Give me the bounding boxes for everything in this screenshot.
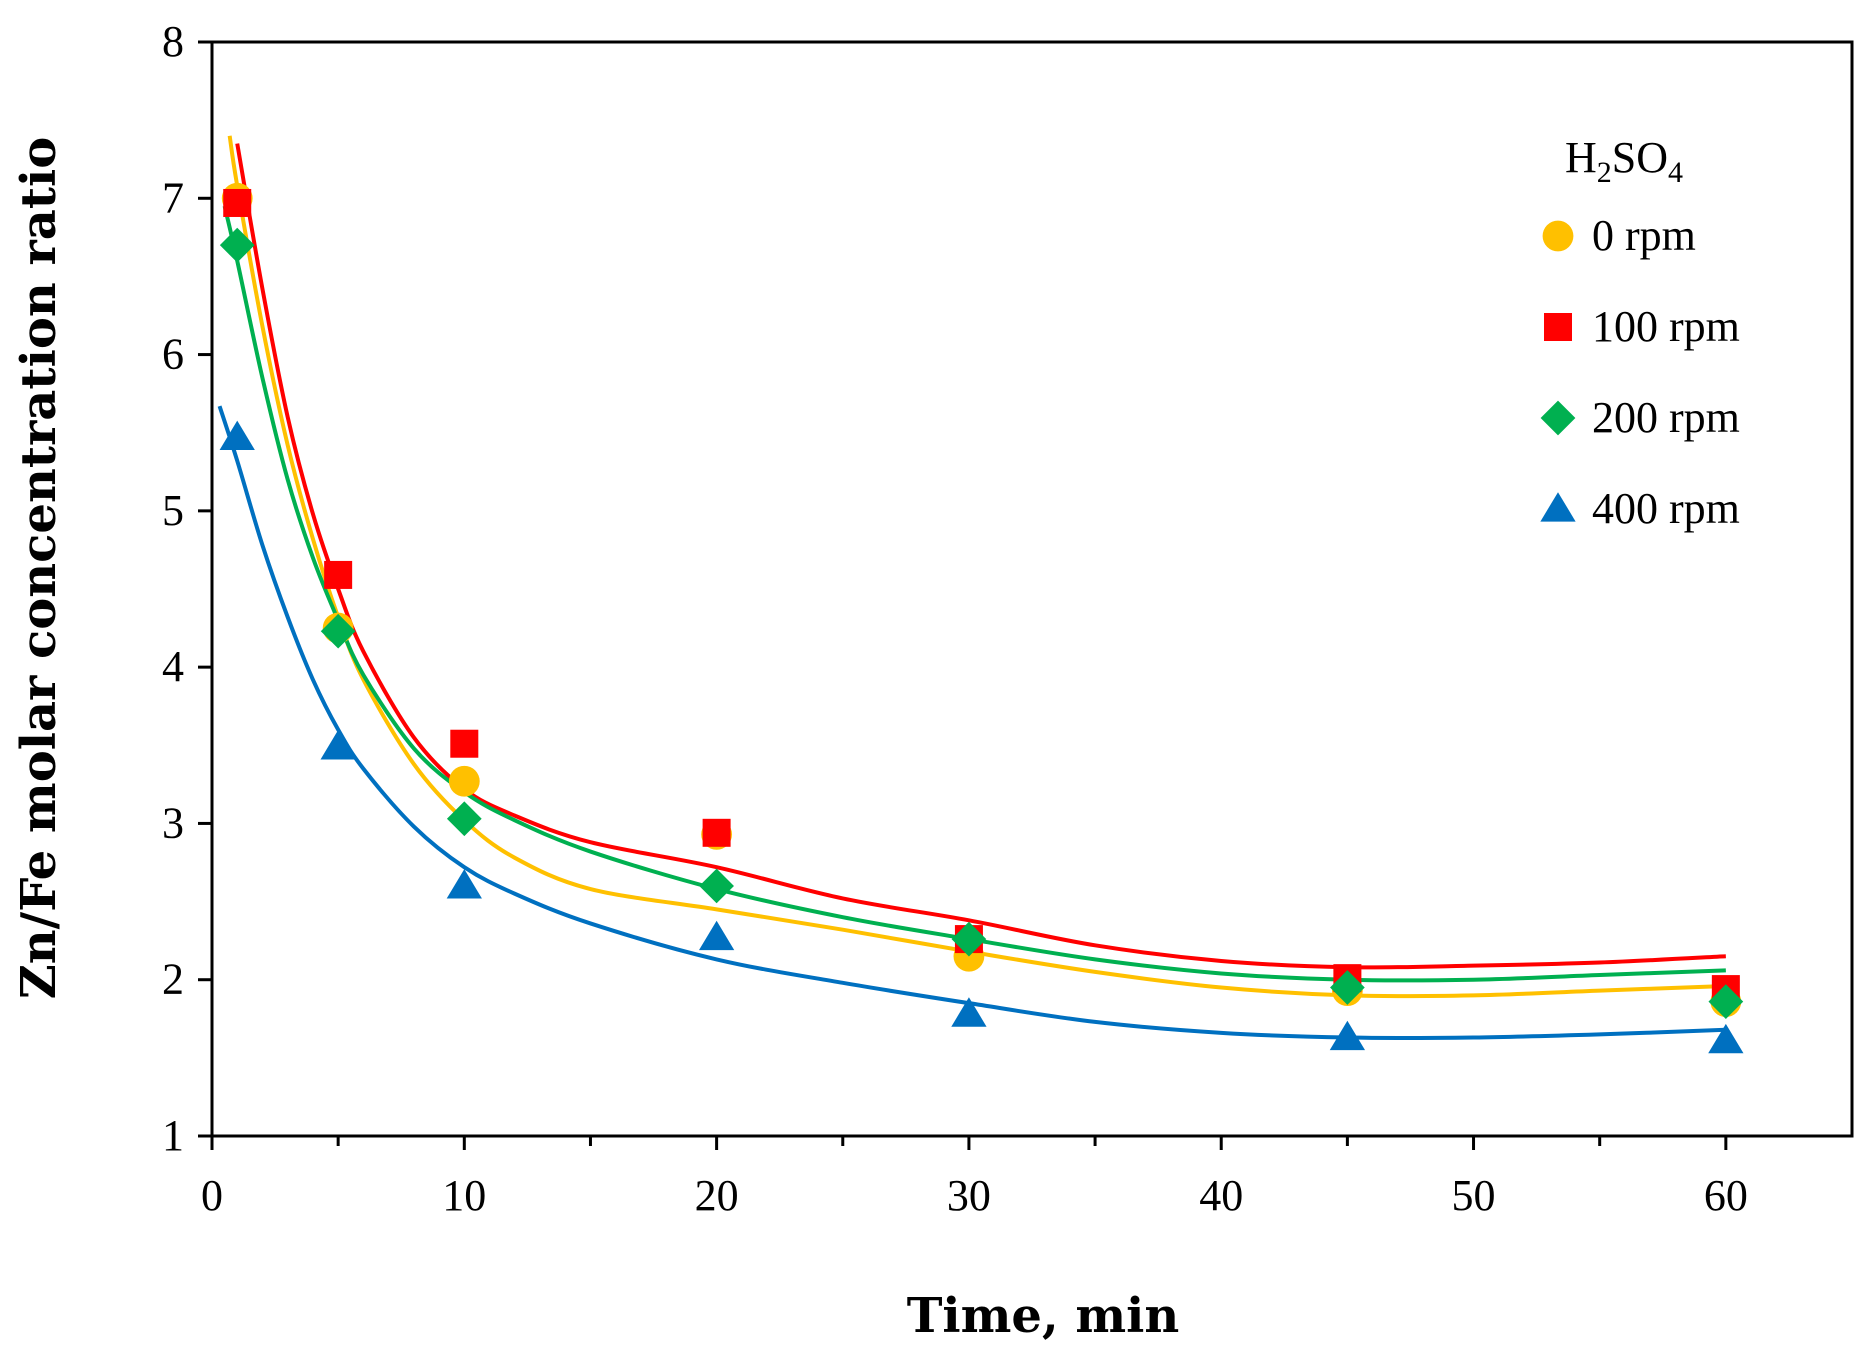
point-400-rpm (219, 420, 255, 451)
point-0-rpm (448, 765, 480, 797)
point-400-rpm (951, 997, 987, 1027)
point-200-rpm (446, 801, 482, 837)
legend-title: H2SO4 (1565, 133, 1683, 189)
x-tick-label: 50 (1452, 1171, 1496, 1220)
y-tick-label: 4 (162, 642, 184, 691)
point-100-rpm (324, 560, 353, 589)
legend-marker-0-rpm (1542, 220, 1574, 252)
trendline-200-rpm (222, 205, 1726, 983)
x-tick-label: 60 (1704, 1171, 1748, 1220)
x-axis-title: Time, min (907, 1288, 1180, 1344)
y-tick-label: 1 (162, 1111, 184, 1160)
legend-marker-400-rpm (1540, 492, 1576, 522)
x-tick-label: 0 (201, 1171, 223, 1220)
x-tick-label: 10 (442, 1171, 486, 1220)
point-200-rpm (951, 921, 987, 957)
legend: H2SO4 0 rpm 100 rpm 200 rpm 400 rpm (1540, 133, 1740, 533)
y-tick-label: 2 (162, 955, 184, 1004)
point-400-rpm (1329, 1020, 1366, 1051)
legend-label-200-rpm: 200 rpm (1592, 393, 1740, 442)
trendline-400-rpm (217, 405, 1726, 1041)
legend-label-400-rpm: 400 rpm (1592, 484, 1740, 533)
point-400-rpm (1708, 1023, 1744, 1054)
y-axis-title: Zn/Fe molar concentration ratio (11, 137, 67, 1000)
point-200-rpm (219, 227, 255, 263)
point-400-rpm (446, 869, 482, 899)
point-200-rpm (699, 868, 734, 904)
point-400-rpm (320, 730, 356, 760)
x-tick-label: 40 (1199, 1171, 1243, 1220)
ticks: 1 2 3 4 5 6 7 8 0 10 20 30 40 50 60 (162, 17, 1748, 1220)
point-200-rpm (1330, 970, 1365, 1005)
y-tick-label: 7 (162, 173, 184, 222)
legend-marker-100-rpm (1544, 313, 1572, 341)
trendline-100-rpm (235, 143, 1726, 970)
legend-marker-200-rpm (1540, 400, 1576, 436)
point-400-rpm (698, 920, 735, 951)
y-tick-label: 6 (162, 330, 184, 379)
axes (210, 40, 1854, 1138)
point-100-rpm (702, 818, 731, 847)
x-tick-label: 30 (947, 1171, 991, 1220)
y-tick-label: 8 (162, 17, 184, 66)
data-points (219, 182, 1744, 1054)
point-200-rpm (320, 613, 356, 649)
x-tick-label: 20 (695, 1171, 739, 1220)
trendline-0-rpm (227, 135, 1726, 999)
point-200-rpm (1708, 984, 1744, 1019)
y-tick-label: 3 (162, 798, 184, 847)
y-tick-label: 5 (162, 486, 184, 535)
point-100-rpm (223, 188, 252, 217)
trendlines (217, 135, 1726, 1041)
plot-frame (210, 40, 1854, 1138)
legend-label-0-rpm: 0 rpm (1592, 211, 1696, 260)
legend-label-100-rpm: 100 rpm (1592, 302, 1740, 351)
point-100-rpm (450, 729, 479, 758)
